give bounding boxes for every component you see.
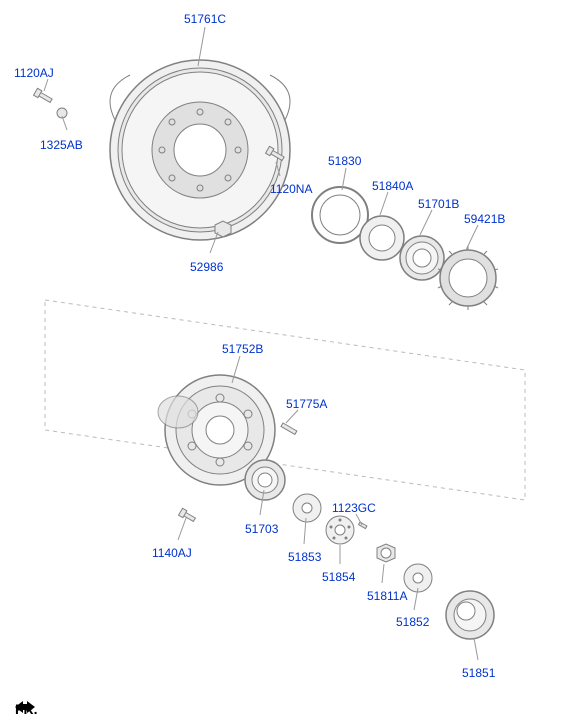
part-label-51703: 51703 <box>245 522 278 536</box>
part-brake-drum <box>110 60 290 240</box>
diagram-canvas <box>0 0 572 727</box>
part-label-51854: 51854 <box>322 570 355 584</box>
part-screw-1123gc <box>359 522 367 529</box>
part-label-52986: 52986 <box>190 260 223 274</box>
part-label-1123gc: 1123GC <box>332 501 376 515</box>
part-label-51701b: 51701B <box>418 197 459 211</box>
part-label-51851: 51851 <box>462 666 495 680</box>
part-cap-51851 <box>446 591 494 639</box>
part-bearing-51703 <box>245 460 285 500</box>
part-label-51840a: 51840A <box>372 179 413 193</box>
part-bolt-1140aj <box>179 508 197 523</box>
part-gear-59421b <box>438 246 498 310</box>
part-label-59421b: 59421B <box>464 212 505 226</box>
part-lockplate-51854 <box>326 516 354 544</box>
part-washer-51853 <box>293 494 321 522</box>
part-bearing-51701b <box>400 236 444 280</box>
part-ring-51840a <box>360 216 404 260</box>
part-label-51752b: 51752B <box>222 342 263 356</box>
part-label-1120aj: 1120AJ <box>14 66 54 80</box>
part-label-51811a: 51811A <box>367 589 407 603</box>
part-label-1140aj: 1140AJ <box>152 546 192 560</box>
part-label-1325ab: 1325AB <box>40 138 83 152</box>
part-stud-51775a <box>281 423 297 434</box>
part-label-51775a: 51775A <box>286 397 327 411</box>
part-label-51761c: 51761C <box>184 12 226 26</box>
arrow-icon <box>15 701 35 713</box>
part-bolt-1120aj <box>34 88 54 104</box>
dash-box <box>45 300 525 500</box>
part-washer-51852 <box>404 564 432 592</box>
part-label-51830: 51830 <box>328 154 361 168</box>
front-indicator: FR. <box>15 701 38 717</box>
part-label-51852: 51852 <box>396 615 429 629</box>
part-label-51853: 51853 <box>288 550 321 564</box>
part-label-1120na: 1120NA <box>270 182 312 196</box>
